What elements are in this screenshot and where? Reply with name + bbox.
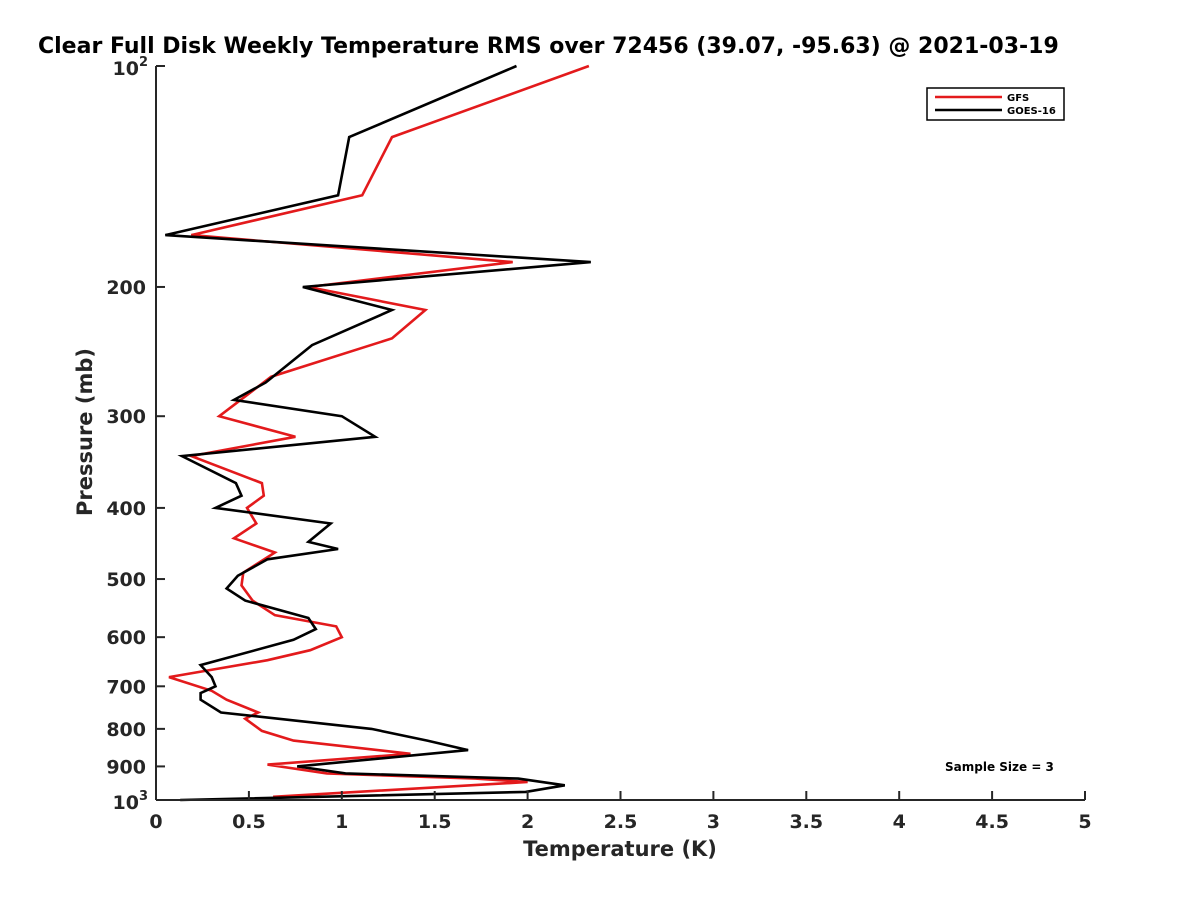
y-tick-label: 700 — [106, 676, 146, 698]
x-tick-label: 0 — [149, 811, 162, 833]
series-line-gfs — [168, 64, 590, 799]
y-tick-label: 400 — [106, 498, 146, 520]
y-tick-label: 800 — [106, 719, 146, 741]
sample-size-annotation: Sample Size = 3 — [945, 760, 1054, 774]
y-tick-label: 102 — [113, 55, 149, 80]
x-tick-label: 2 — [521, 811, 534, 833]
series-line-goes-16 — [165, 64, 591, 802]
x-tick-label: 1 — [335, 811, 348, 833]
x-tick-label: 3.5 — [789, 811, 823, 833]
legend-label-gfs: GFS — [1007, 93, 1029, 104]
x-tick-label: 0.5 — [232, 811, 266, 833]
y-tick-label: 300 — [106, 406, 146, 428]
x-tick-label: 4 — [893, 811, 906, 833]
x-tick-label: 2.5 — [604, 811, 638, 833]
y-tick-label: 500 — [106, 569, 146, 591]
plot-series-group — [165, 64, 591, 802]
y-axis-label: Pressure (mb) — [73, 348, 97, 516]
axes-group: 0 0.5 1 1.5 2 2.5 3 3.5 4 4.5 5 102 200 300 400 500 600 7… — [106, 55, 1091, 833]
legend-label-goes-16: GOES-16 — [1007, 106, 1056, 117]
x-tick-label: 5 — [1078, 811, 1091, 833]
legend-box — [926, 87, 1065, 121]
x-tick-label: 1.5 — [418, 811, 452, 833]
legend: GFS GOES-16 — [926, 87, 1065, 121]
y-tick-label: 200 — [106, 277, 146, 299]
x-tick-label: 4.5 — [975, 811, 1009, 833]
y-tick-label: 600 — [106, 627, 146, 649]
x-axis-label: Temperature (K) — [523, 837, 717, 861]
x-tick-label: 3 — [707, 811, 720, 833]
y-tick-label: 900 — [106, 756, 146, 778]
chart-title: Clear Full Disk Weekly Temperature RMS o… — [38, 34, 1059, 59]
y-tick-label: 103 — [113, 789, 149, 814]
